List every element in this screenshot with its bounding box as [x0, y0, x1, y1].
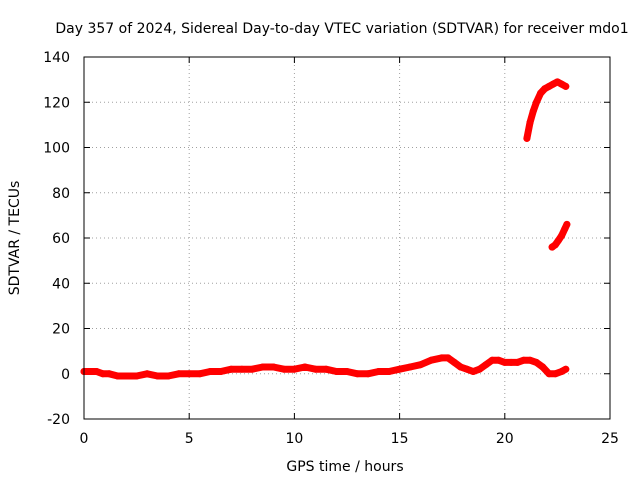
data-point — [562, 365, 570, 373]
data-point — [523, 134, 531, 142]
y-tick-label: 100 — [43, 141, 70, 157]
y-tick-label: 140 — [43, 50, 70, 66]
data-point — [532, 358, 540, 366]
grid — [84, 57, 610, 419]
data-point — [322, 365, 330, 373]
y-axis-label: SDTVAR / TECUs — [7, 181, 23, 296]
x-tick-label: 0 — [80, 431, 89, 447]
data-point — [114, 372, 122, 380]
data-point — [513, 358, 521, 366]
data-point — [526, 356, 534, 364]
data-point — [529, 107, 537, 115]
data-point — [164, 372, 172, 380]
x-tick-label: 15 — [391, 431, 409, 447]
data-point — [385, 368, 393, 375]
data-point — [217, 368, 225, 375]
data-point — [280, 365, 288, 373]
data-point — [333, 368, 340, 375]
data-point — [563, 220, 571, 228]
data-point — [537, 89, 545, 97]
data-point — [507, 358, 515, 366]
y-tick-label: 40 — [52, 276, 70, 292]
data-point — [343, 368, 351, 375]
x-tick-label: 5 — [185, 431, 194, 447]
data-point — [311, 365, 319, 373]
x-axis-label: GPS time / hours — [286, 459, 403, 475]
data-point — [444, 354, 452, 362]
data-point — [143, 370, 151, 378]
data-point — [269, 363, 277, 371]
data-point — [526, 119, 534, 127]
plot-frame — [83, 56, 611, 420]
data-point — [227, 365, 235, 373]
tick-labels: 0 5 10 15 20 25 -20 0 20 40 60 80 100 120 140 — [43, 50, 619, 447]
series-layer — [80, 78, 571, 380]
data-point — [539, 363, 547, 371]
data-point — [354, 370, 361, 378]
data-point — [495, 356, 502, 364]
data-point — [551, 370, 559, 378]
data-point — [438, 354, 446, 362]
data-point — [301, 363, 309, 371]
data-point — [558, 232, 566, 240]
y-tick-label: 80 — [52, 186, 70, 202]
data-point — [122, 372, 130, 380]
y-tick-label: 120 — [43, 95, 70, 111]
data-point — [501, 358, 509, 366]
y-tick-label: 0 — [61, 367, 70, 383]
data-point — [185, 370, 193, 378]
data-point — [463, 365, 471, 373]
data-point — [520, 356, 528, 364]
data-point — [86, 368, 94, 375]
data-point — [248, 365, 256, 373]
data-point — [175, 370, 183, 378]
data-point — [457, 363, 465, 371]
data-point — [105, 370, 113, 378]
y-tick-label: 20 — [52, 322, 70, 338]
data-point — [406, 363, 414, 371]
series-1 — [523, 78, 570, 142]
data-point — [259, 363, 267, 371]
series-0 — [80, 354, 570, 380]
data-point — [133, 372, 141, 380]
chart-title: Day 357 of 2024, Sidereal Day-to-day VTE… — [55, 21, 628, 37]
data-point — [99, 370, 107, 378]
data-point — [93, 368, 101, 375]
data-point — [476, 365, 484, 373]
data-point — [482, 361, 490, 369]
data-point — [562, 82, 570, 90]
series-2 — [548, 220, 571, 251]
y-tick-label: -20 — [47, 412, 70, 428]
data-point — [238, 365, 246, 373]
data-point — [532, 98, 540, 106]
data-point — [196, 370, 204, 378]
data-point — [417, 361, 425, 369]
data-point — [488, 356, 496, 364]
x-tick-label: 20 — [496, 431, 514, 447]
data-point — [206, 368, 214, 375]
data-point — [154, 372, 162, 380]
data-point — [427, 356, 435, 364]
y-tick-label: 60 — [52, 231, 70, 247]
x-tick-label: 25 — [601, 431, 619, 447]
x-tick-label: 10 — [285, 431, 303, 447]
data-point — [375, 368, 383, 375]
data-point — [545, 370, 553, 378]
data-point — [364, 370, 372, 378]
data-point — [396, 365, 404, 373]
data-point — [290, 365, 298, 373]
data-point — [469, 368, 477, 375]
data-point — [450, 358, 458, 366]
